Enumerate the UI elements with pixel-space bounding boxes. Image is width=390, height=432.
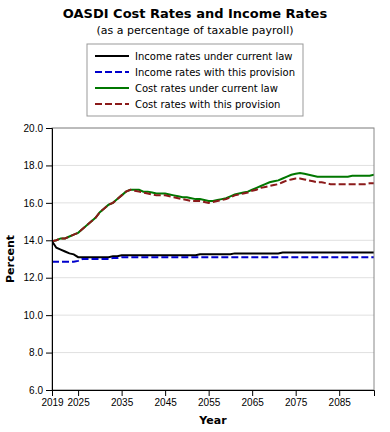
x-tick: 2075 <box>285 390 308 408</box>
plot: 20192025 2035 2045 2055 2065 2075 2085 6.0 8.0 10… <box>24 123 375 408</box>
series-line <box>52 257 374 262</box>
x-tick-label: 2065 <box>242 397 265 408</box>
x-tick-label: 2045 <box>155 397 178 408</box>
x-tick-label: 2019 <box>41 397 64 408</box>
grid-line <box>52 240 374 241</box>
y-axis-title: Percent <box>4 235 17 283</box>
x-tick-mark <box>209 390 210 396</box>
x-tick-mark <box>78 390 79 396</box>
legend-swatch <box>95 103 129 105</box>
y-tick-mark <box>46 353 52 354</box>
legend-item: Income rates under current law <box>95 51 292 62</box>
y-tick-label: 14.0 <box>24 235 44 246</box>
x-tick: 2055 <box>198 390 221 408</box>
y-tick: 6.0 <box>29 385 52 396</box>
x-tick-mark <box>339 390 340 396</box>
x-tick-label: 2025 <box>67 397 90 408</box>
y-tick: 14.0 <box>24 235 52 246</box>
x-tick: 2019 <box>41 390 64 408</box>
subtitle: (as a percentage of taxable payroll) <box>97 24 294 37</box>
x-tick-mark <box>252 390 253 396</box>
x-axis-title: Year <box>198 414 227 427</box>
legend: Income rates under current law Income rat… <box>87 44 303 116</box>
x-tick: 2035 <box>111 390 134 408</box>
x-tick: 2085 <box>329 390 352 408</box>
grid-line <box>52 315 374 316</box>
grid-line <box>52 352 374 353</box>
chart: OASDI Cost Rates and Income Rates (as a p… <box>0 0 390 432</box>
legend-item: Cost rates with this provision <box>95 99 280 110</box>
y-tick-label: 12.0 <box>24 272 44 283</box>
x-tick: 2025 <box>67 390 90 408</box>
legend-label: Income rates with this provision <box>135 67 295 78</box>
legend-box <box>87 44 303 116</box>
x-axis: 20192025 2035 2045 2055 2065 2075 2085 <box>41 390 374 408</box>
y-tick-label: 20.0 <box>24 123 44 134</box>
y-tick-label: 10.0 <box>24 310 44 321</box>
y-tick: 16.0 <box>24 198 52 209</box>
x-tick-label: 2075 <box>285 397 308 408</box>
x-tick: 2045 <box>155 390 178 408</box>
series-line <box>52 173 374 241</box>
series-line <box>52 241 374 257</box>
x-tick: 2065 <box>242 390 265 408</box>
x-tick-label: 2055 <box>198 397 221 408</box>
y-tick-mark <box>46 278 52 279</box>
y-tick: 12.0 <box>24 272 52 283</box>
y-tick: 18.0 <box>24 160 52 171</box>
series-line <box>52 179 374 242</box>
legend-swatch <box>95 71 129 73</box>
legend-label: Cost rates under current law <box>135 83 278 94</box>
grid <box>52 128 374 390</box>
y-tick: 8.0 <box>29 347 52 358</box>
y-tick-mark <box>46 203 52 204</box>
y-tick-label: 16.0 <box>24 198 44 209</box>
y-tick: 20.0 <box>24 123 52 134</box>
legend-item: Cost rates under current law <box>95 83 278 94</box>
y-tick-label: 18.0 <box>24 160 44 171</box>
y-tick-mark <box>46 315 52 316</box>
y-tick-mark <box>46 390 52 391</box>
y-axis-line <box>46 129 53 391</box>
y-axis: 6.0 8.0 10.0 12.0 14.0 16.0 18.0 20.0 <box>24 123 53 396</box>
legend-swatch <box>95 87 129 89</box>
legend-label: Income rates under current law <box>135 51 292 62</box>
y-tick: 10.0 <box>24 310 52 321</box>
y-tick-label: 8.0 <box>29 347 43 358</box>
legend-item: Income rates with this provision <box>95 67 295 78</box>
lines <box>52 173 374 262</box>
x-tick-mark <box>296 390 297 396</box>
x-tick-label: 2035 <box>111 397 134 408</box>
x-tick-mark <box>122 390 123 396</box>
title: OASDI Cost Rates and Income Rates <box>63 6 328 21</box>
grid-line <box>52 277 374 278</box>
grid-line <box>52 165 374 166</box>
legend-label: Cost rates with this provision <box>135 99 280 110</box>
y-tick-label: 6.0 <box>29 385 43 396</box>
y-tick-mark <box>46 165 52 166</box>
y-tick-mark <box>46 240 52 241</box>
x-tick-label: 2085 <box>329 397 352 408</box>
x-axis-line <box>53 391 375 397</box>
plot-frame <box>52 128 374 390</box>
y-tick-mark <box>46 128 52 129</box>
x-tick-mark <box>165 390 166 396</box>
legend-swatch <box>95 55 129 57</box>
